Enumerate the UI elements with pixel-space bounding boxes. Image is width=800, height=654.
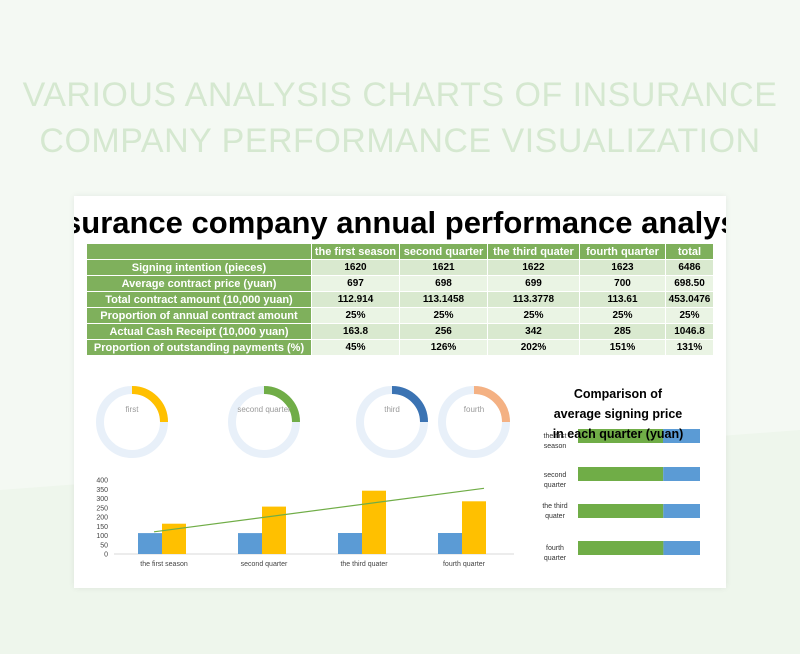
horizontal-category-label: the third quater — [542, 503, 568, 520]
bar-cash-receipt — [362, 490, 386, 554]
hbar-average-price — [578, 541, 664, 555]
charts-area: first second quarter third fourth 400 350 300 2… — [96, 386, 700, 568]
row-label: Proportion of outstanding payments (%) — [86, 339, 312, 356]
y-tick-label: 100 — [96, 533, 108, 540]
sheet-title-text: Insurance company annual performance ana… — [74, 205, 726, 240]
y-tick-label: 0 — [104, 552, 108, 559]
row-label: Signing intention (pieces) — [86, 259, 312, 276]
bar-contract-amount — [338, 533, 362, 554]
hbar-average-price — [578, 467, 664, 481]
table-cell: 126% — [399, 339, 488, 356]
table-cell: 131% — [665, 339, 714, 356]
table-cell: 25% — [579, 307, 666, 324]
table-header-cell — [86, 243, 312, 260]
y-tick-label: 50 — [100, 542, 108, 549]
table-cell: 202% — [487, 339, 580, 356]
table-cell: 698 — [399, 275, 488, 292]
hbar-average-price — [578, 429, 663, 443]
bar-contract-amount — [138, 533, 162, 554]
table-row: Proportion of annual contract amount 25%… — [86, 307, 714, 324]
donut-slice — [131, 386, 168, 423]
bar-cash-receipt — [462, 501, 486, 554]
y-tick-label: 300 — [96, 496, 108, 503]
donut-slice — [391, 386, 428, 423]
bar-contract-amount — [438, 533, 462, 554]
hbar-remainder — [663, 429, 700, 443]
table-header-row: the first season second quarter the thir… — [86, 243, 714, 260]
bar-contract-amount — [238, 533, 262, 554]
y-tick-label: 150 — [96, 524, 108, 531]
donut-label: third — [384, 405, 400, 414]
horizontal-category-label: fourth quarter — [543, 545, 567, 562]
page-title-line1: VARIOUS ANALYSIS CHARTS OF INSURANCE — [22, 76, 778, 114]
hbar-remainder — [663, 467, 700, 481]
table-row: Total contract amount (10,000 yuan) 112.… — [86, 291, 714, 308]
sheet-title: Insurance company annual performance ana… — [74, 202, 726, 244]
table-cell: 151% — [579, 339, 666, 356]
table-cell: 1620 — [311, 259, 400, 276]
table-row: Actual Cash Receipt (10,000 yuan) 163.8 … — [86, 323, 714, 340]
horizontal-category-label: the first season — [543, 433, 567, 450]
x-tick-label: the third quater — [340, 561, 388, 568]
table-cell: 697 — [311, 275, 400, 292]
page-title: VARIOUS ANALYSIS CHARTS OF INSURANCE COM… — [0, 72, 800, 164]
x-tick-label: the first season — [140, 561, 188, 568]
x-tick-label: second quarter — [241, 561, 288, 568]
hbar-remainder — [663, 504, 700, 518]
table-row: Proportion of outstanding payments (%) 4… — [86, 339, 714, 356]
horizontal-category-label: second quarter — [543, 472, 567, 489]
table-cell: 45% — [311, 339, 400, 356]
page-title-line2: COMPANY PERFORMANCE VISUALIZATION — [39, 122, 761, 160]
donut-slice — [473, 386, 510, 423]
y-tick-label: 200 — [96, 515, 108, 522]
horizontal-chart-title: Comparison of average signing price in e… — [552, 387, 684, 441]
y-tick-label: 400 — [96, 478, 108, 485]
y-tick-label: 250 — [96, 505, 108, 512]
trend-line — [153, 487, 485, 533]
table-cell: 699 — [487, 275, 580, 292]
hbar-average-price — [578, 504, 664, 518]
table-row: Signing intention (pieces) 1620 1621 162… — [86, 259, 714, 276]
table-cell: 113.1458 — [399, 291, 488, 308]
row-label: Actual Cash Receipt (10,000 yuan) — [86, 323, 312, 340]
table-header-cell: the first season — [311, 243, 400, 260]
table-cell: 698.50 — [665, 275, 714, 292]
donut-label: first — [126, 405, 140, 414]
bar-cash-receipt — [262, 506, 286, 554]
donut-label: second quarter — [237, 405, 291, 414]
y-tick-label: 350 — [96, 487, 108, 494]
spreadsheet-preview: Insurance company annual performance ana… — [74, 196, 726, 588]
table-cell: 113.61 — [579, 291, 666, 308]
x-tick-label: fourth quarter — [443, 561, 486, 568]
table-header-cell: total — [665, 243, 714, 260]
table-cell: 163.8 — [311, 323, 400, 340]
performance-table: the first season second quarter the thir… — [86, 243, 714, 356]
table-header-cell: fourth quarter — [579, 243, 666, 260]
table-cell: 25% — [665, 307, 714, 324]
donut-slice — [263, 386, 300, 423]
table-cell: 6486 — [665, 259, 714, 276]
table-cell: 342 — [487, 323, 580, 340]
row-label: Total contract amount (10,000 yuan) — [86, 291, 312, 308]
table-cell: 1621 — [399, 259, 488, 276]
donut-label: fourth — [464, 405, 484, 414]
table-row: Average contract price (yuan) 697 698 69… — [86, 275, 714, 292]
hbar-remainder — [663, 541, 700, 555]
